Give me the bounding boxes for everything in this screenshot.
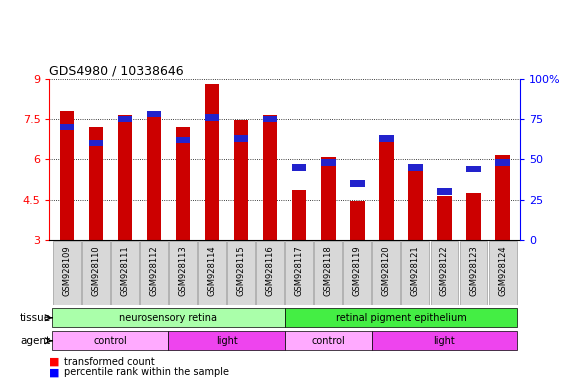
FancyBboxPatch shape	[489, 241, 517, 305]
FancyBboxPatch shape	[431, 241, 458, 305]
Bar	[321, 157, 336, 240]
Text: GDS4980 / 10338646: GDS4980 / 10338646	[49, 65, 184, 78]
Bar	[205, 84, 220, 240]
FancyBboxPatch shape	[343, 241, 371, 305]
Bar	[234, 135, 249, 142]
FancyBboxPatch shape	[227, 241, 255, 305]
Text: agent: agent	[21, 336, 51, 346]
Bar	[379, 135, 394, 142]
Text: GSM928112: GSM928112	[149, 245, 159, 296]
Bar	[379, 138, 394, 240]
Bar	[175, 137, 191, 143]
Bar	[350, 201, 365, 240]
Bar	[59, 111, 74, 240]
Text: GSM928114: GSM928114	[207, 245, 217, 296]
Bar	[175, 127, 191, 240]
Text: control: control	[311, 336, 345, 346]
Text: light: light	[433, 336, 456, 346]
FancyBboxPatch shape	[285, 331, 372, 350]
FancyBboxPatch shape	[111, 241, 139, 305]
Text: GSM928117: GSM928117	[295, 245, 304, 296]
FancyBboxPatch shape	[198, 241, 226, 305]
Text: GSM928119: GSM928119	[353, 245, 362, 296]
Text: percentile rank within the sample: percentile rank within the sample	[64, 367, 229, 377]
Text: ■: ■	[49, 367, 60, 377]
Bar	[467, 166, 481, 172]
Bar	[292, 190, 307, 240]
Bar	[88, 127, 103, 240]
FancyBboxPatch shape	[53, 241, 81, 305]
Text: neurosensory retina: neurosensory retina	[120, 313, 217, 323]
Bar	[292, 164, 307, 170]
Bar	[234, 121, 249, 240]
Bar	[408, 169, 423, 240]
FancyBboxPatch shape	[169, 241, 197, 305]
Text: GSM928121: GSM928121	[411, 245, 420, 296]
Text: GSM928118: GSM928118	[324, 245, 333, 296]
FancyBboxPatch shape	[401, 241, 429, 305]
Bar	[205, 114, 220, 121]
Text: GSM928111: GSM928111	[120, 245, 130, 296]
Bar	[496, 156, 510, 240]
FancyBboxPatch shape	[256, 241, 284, 305]
FancyBboxPatch shape	[82, 241, 110, 305]
Bar	[147, 111, 162, 118]
Bar	[408, 164, 423, 170]
Bar	[496, 159, 510, 166]
Text: GSM928124: GSM928124	[498, 245, 507, 296]
FancyBboxPatch shape	[140, 241, 168, 305]
Text: GSM928122: GSM928122	[440, 245, 449, 296]
Text: GSM928120: GSM928120	[382, 245, 391, 296]
Bar	[350, 180, 365, 187]
Text: control: control	[94, 336, 127, 346]
Text: GSM928115: GSM928115	[236, 245, 246, 296]
Text: tissue: tissue	[20, 313, 51, 323]
Bar	[263, 116, 278, 122]
Text: light: light	[216, 336, 238, 346]
FancyBboxPatch shape	[285, 308, 517, 327]
Bar	[59, 124, 74, 130]
Text: GSM928116: GSM928116	[266, 245, 275, 296]
FancyBboxPatch shape	[314, 241, 342, 305]
Bar	[88, 140, 103, 146]
Text: retinal pigment epithelium: retinal pigment epithelium	[335, 313, 467, 323]
Text: GSM928113: GSM928113	[178, 245, 188, 296]
FancyBboxPatch shape	[372, 331, 517, 350]
FancyBboxPatch shape	[52, 331, 168, 350]
FancyBboxPatch shape	[460, 241, 487, 305]
FancyBboxPatch shape	[372, 241, 400, 305]
Bar	[117, 116, 132, 122]
Bar	[147, 113, 162, 240]
Bar	[321, 159, 336, 166]
Text: GSM928109: GSM928109	[62, 245, 71, 296]
Bar	[437, 189, 452, 195]
FancyBboxPatch shape	[168, 331, 285, 350]
Bar	[117, 115, 132, 240]
FancyBboxPatch shape	[285, 241, 313, 305]
Text: GSM928123: GSM928123	[469, 245, 478, 296]
Text: transformed count: transformed count	[64, 357, 155, 367]
FancyBboxPatch shape	[52, 308, 285, 327]
Bar	[437, 196, 452, 240]
Text: GSM928110: GSM928110	[91, 245, 101, 296]
Bar	[467, 193, 481, 240]
Text: ■: ■	[49, 357, 60, 367]
Bar	[263, 115, 278, 240]
